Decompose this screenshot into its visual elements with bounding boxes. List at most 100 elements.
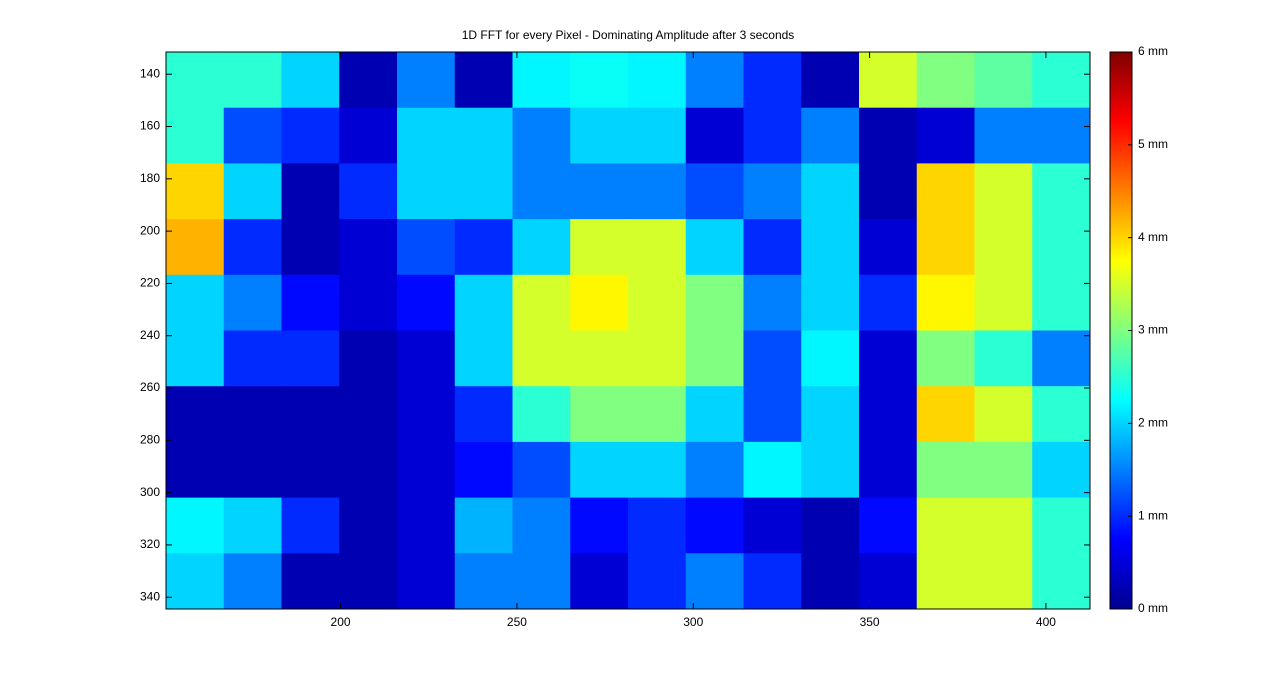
- heatmap-cell: [1032, 219, 1091, 276]
- heatmap-cell: [166, 330, 225, 387]
- heatmap-cell: [570, 497, 629, 554]
- colorbar-tick-label: 0 mm: [1138, 601, 1168, 615]
- heatmap-cell: [570, 52, 629, 109]
- heatmap-cell: [916, 441, 975, 499]
- heatmap-cell: [166, 52, 225, 109]
- heatmap-cell: [974, 219, 1033, 276]
- heatmap-cell: [281, 107, 340, 164]
- heatmap-cell: [859, 52, 918, 109]
- heatmap-cell: [685, 386, 744, 443]
- heatmap-cell: [339, 386, 398, 443]
- x-tick-label: 200: [331, 615, 351, 629]
- heatmap-cell: [454, 386, 513, 443]
- heatmap-cell: [512, 497, 571, 554]
- heatmap-cell: [223, 497, 282, 554]
- heatmap-cell: [743, 52, 802, 109]
- heatmap-cell: [1032, 386, 1091, 443]
- heatmap-cell: [281, 330, 340, 387]
- heatmap-cell: [859, 274, 918, 331]
- heatmap-cell: [512, 553, 571, 610]
- heatmap-cell: [859, 441, 918, 499]
- heatmap-cell: [397, 553, 456, 610]
- heatmap-cell: [397, 219, 456, 276]
- heatmap-cell: [281, 553, 340, 610]
- heatmap-cell: [397, 163, 456, 220]
- heatmap-cell: [570, 330, 629, 387]
- heatmap-cell: [743, 330, 802, 387]
- heatmap-cell: [166, 274, 225, 331]
- heatmap-cell: [974, 330, 1033, 387]
- x-tick-label: 400: [1036, 615, 1056, 629]
- heatmap-cell: [281, 219, 340, 276]
- heatmap-cell: [974, 553, 1033, 610]
- heatmap-cell: [628, 441, 687, 499]
- heatmap-cell: [628, 497, 687, 554]
- heatmap-cell: [339, 163, 398, 220]
- heatmap-cell: [223, 219, 282, 276]
- heatmap-cell: [1032, 553, 1091, 610]
- y-tick-label: 160: [140, 119, 160, 133]
- y-tick-label: 200: [140, 223, 160, 237]
- y-tick-label: 300: [140, 485, 160, 499]
- heatmap-cell: [685, 163, 744, 220]
- heatmap-cell: [512, 163, 571, 220]
- heatmap-cell: [512, 274, 571, 331]
- heatmap-cell: [1032, 274, 1091, 331]
- colorbar-tick-label: 5 mm: [1138, 137, 1168, 151]
- heatmap-cell: [397, 497, 456, 554]
- heatmap-cell: [570, 107, 629, 164]
- heatmap-cell: [223, 163, 282, 220]
- y-tick-label: 220: [140, 276, 160, 290]
- heatmap-cell: [454, 330, 513, 387]
- heatmap-cell: [166, 386, 225, 443]
- heatmap-cell: [801, 219, 860, 276]
- heatmap-cell: [223, 330, 282, 387]
- heatmap-cell: [628, 52, 687, 109]
- heatmap-cell: [628, 274, 687, 331]
- heatmap-cell: [166, 107, 225, 164]
- heatmap-cell: [281, 52, 340, 109]
- heatmap-cell: [801, 107, 860, 164]
- heatmap-cell: [397, 330, 456, 387]
- colorbar-tick-label: 1 mm: [1138, 508, 1168, 522]
- y-tick-label: 320: [140, 537, 160, 551]
- heatmap-cell: [743, 107, 802, 164]
- plot-frame: [165, 51, 1091, 610]
- heatmap-cell: [916, 497, 975, 554]
- heatmap-cell: [397, 274, 456, 331]
- heatmap-cell: [281, 497, 340, 554]
- heatmap-cell: [223, 441, 282, 499]
- heatmap-cell: [916, 163, 975, 220]
- y-tick-label: 140: [140, 66, 160, 80]
- heatmap-cell: [859, 330, 918, 387]
- heatmap-cell: [859, 163, 918, 220]
- heatmap-cell: [859, 553, 918, 610]
- heatmap-cell: [685, 52, 744, 109]
- heatmap-cell: [166, 497, 225, 554]
- heatmap-cell: [974, 107, 1033, 164]
- heatmap-cell: [685, 107, 744, 164]
- heatmap-cell: [916, 330, 975, 387]
- heatmap-cell: [916, 386, 975, 443]
- heatmap-cell: [916, 219, 975, 276]
- heatmap-cell: [339, 52, 398, 109]
- chart-title: 1D FFT for every Pixel - Dominating Ampl…: [462, 28, 795, 42]
- heatmap-cell: [570, 441, 629, 499]
- heatmap-cell: [223, 553, 282, 610]
- heatmap-cell: [223, 52, 282, 109]
- heatmap-cell: [223, 274, 282, 331]
- heatmap-cell: [454, 553, 513, 610]
- colorbar-tick-label: 2 mm: [1138, 416, 1168, 430]
- heatmap-cell: [628, 163, 687, 220]
- heatmap-cell: [454, 107, 513, 164]
- heatmap-cell: [743, 553, 802, 610]
- heatmap-cell: [339, 497, 398, 554]
- heatmap: [166, 52, 1091, 610]
- heatmap-cell: [974, 52, 1033, 109]
- heatmap-cell: [1032, 330, 1091, 387]
- heatmap-cell: [859, 497, 918, 554]
- heatmap-cell: [743, 386, 802, 443]
- heatmap-cell: [166, 553, 225, 610]
- heatmap-cell: [743, 441, 802, 499]
